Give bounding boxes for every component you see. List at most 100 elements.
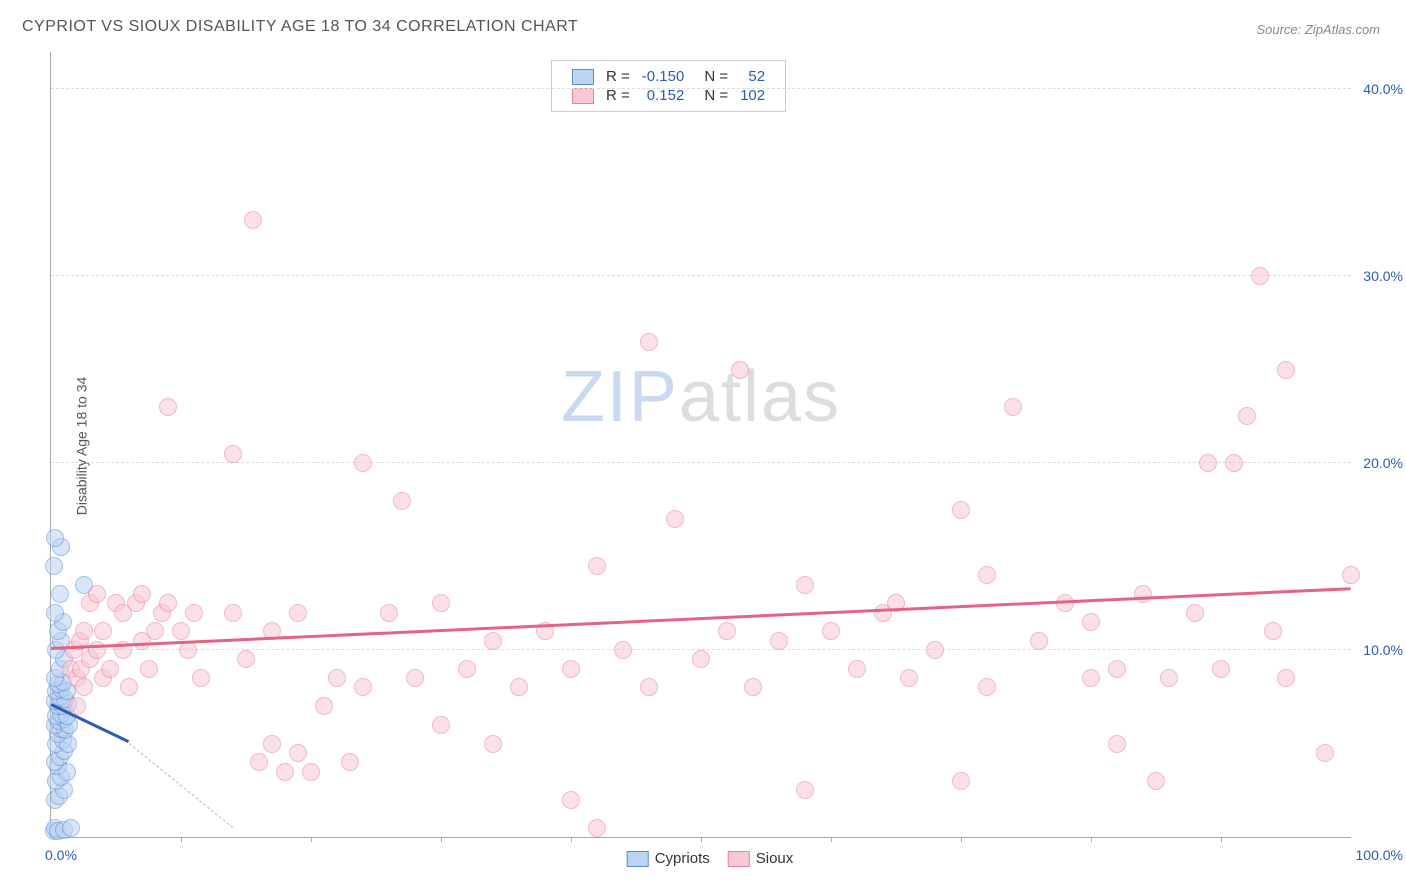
data-point [263, 735, 281, 753]
data-point [406, 669, 424, 687]
data-point [393, 492, 411, 510]
data-point [354, 454, 372, 472]
scatter-plot: ZIPatlas R =-0.150N =52R =0.152N =102 Cy… [50, 52, 1351, 838]
data-point [133, 585, 151, 603]
x-tick-mark [1221, 837, 1222, 842]
data-point [1186, 604, 1204, 622]
data-point [224, 604, 242, 622]
x-tick-mark [441, 837, 442, 842]
data-point [146, 622, 164, 640]
data-point [796, 576, 814, 594]
y-tick-label: 40.0% [1355, 81, 1403, 97]
series-legend: Cypriots Sioux [609, 850, 794, 867]
data-point [484, 735, 502, 753]
watermark-pre: ZIP [561, 357, 679, 437]
data-point [1238, 407, 1256, 425]
data-point [328, 669, 346, 687]
data-point [952, 772, 970, 790]
gridline [51, 462, 1351, 463]
data-point [172, 622, 190, 640]
data-point [75, 622, 93, 640]
data-point [1082, 613, 1100, 631]
data-point [978, 678, 996, 696]
data-point [1225, 454, 1243, 472]
data-point [120, 678, 138, 696]
y-tick-label: 20.0% [1355, 455, 1403, 471]
y-tick-label: 10.0% [1355, 642, 1403, 658]
correlation-legend: R =-0.150N =52R =0.152N =102 [551, 60, 786, 112]
x-tick-mark [1091, 837, 1092, 842]
gridline [51, 275, 1351, 276]
data-point [1277, 361, 1295, 379]
data-point [848, 660, 866, 678]
data-point [289, 744, 307, 762]
data-point [276, 763, 294, 781]
data-point [1082, 669, 1100, 687]
data-point [159, 594, 177, 612]
data-point [1342, 566, 1360, 584]
data-point [588, 819, 606, 837]
data-point [640, 678, 658, 696]
data-point [796, 781, 814, 799]
data-point [900, 669, 918, 687]
data-point [88, 585, 106, 603]
data-point [94, 622, 112, 640]
data-point [822, 622, 840, 640]
data-point [1134, 585, 1152, 603]
data-point [770, 632, 788, 650]
data-point [458, 660, 476, 678]
data-point [432, 716, 450, 734]
data-point [51, 585, 69, 603]
data-point [484, 632, 502, 650]
gridline [51, 88, 1351, 89]
data-point [1316, 744, 1334, 762]
data-point [46, 604, 64, 622]
data-point [1108, 660, 1126, 678]
data-point [75, 678, 93, 696]
legend-swatch [627, 851, 649, 867]
legend-label: Sioux [756, 850, 794, 867]
data-point [562, 660, 580, 678]
data-point [718, 622, 736, 640]
data-point [614, 641, 632, 659]
x-tick-mark [961, 837, 962, 842]
data-point [185, 604, 203, 622]
data-point [1277, 669, 1295, 687]
data-point [250, 753, 268, 771]
data-point [224, 445, 242, 463]
data-point [380, 604, 398, 622]
data-point [432, 594, 450, 612]
data-point [354, 678, 372, 696]
data-point [1160, 669, 1178, 687]
x-tick-mark [311, 837, 312, 842]
data-point [978, 566, 996, 584]
data-point [101, 660, 119, 678]
data-point [744, 678, 762, 696]
data-point [341, 753, 359, 771]
y-tick-label: 30.0% [1355, 268, 1403, 284]
data-point [1147, 772, 1165, 790]
data-point [640, 333, 658, 351]
x-tick-label: 0.0% [45, 847, 77, 863]
data-point [1199, 454, 1217, 472]
data-point [68, 697, 86, 715]
x-tick-mark [831, 837, 832, 842]
data-point [62, 819, 80, 837]
data-point [510, 678, 528, 696]
data-point [45, 557, 63, 575]
x-tick-mark [181, 837, 182, 842]
data-point [140, 660, 158, 678]
data-point [1004, 398, 1022, 416]
data-point [1264, 622, 1282, 640]
legend-label: Cypriots [655, 850, 710, 867]
watermark-post: atlas [679, 357, 841, 437]
watermark: ZIPatlas [561, 356, 841, 438]
x-tick-mark [701, 837, 702, 842]
data-point [237, 650, 255, 668]
data-point [244, 211, 262, 229]
data-point [302, 763, 320, 781]
data-point [666, 510, 684, 528]
data-point [315, 697, 333, 715]
data-point [46, 529, 64, 547]
data-point [289, 604, 307, 622]
